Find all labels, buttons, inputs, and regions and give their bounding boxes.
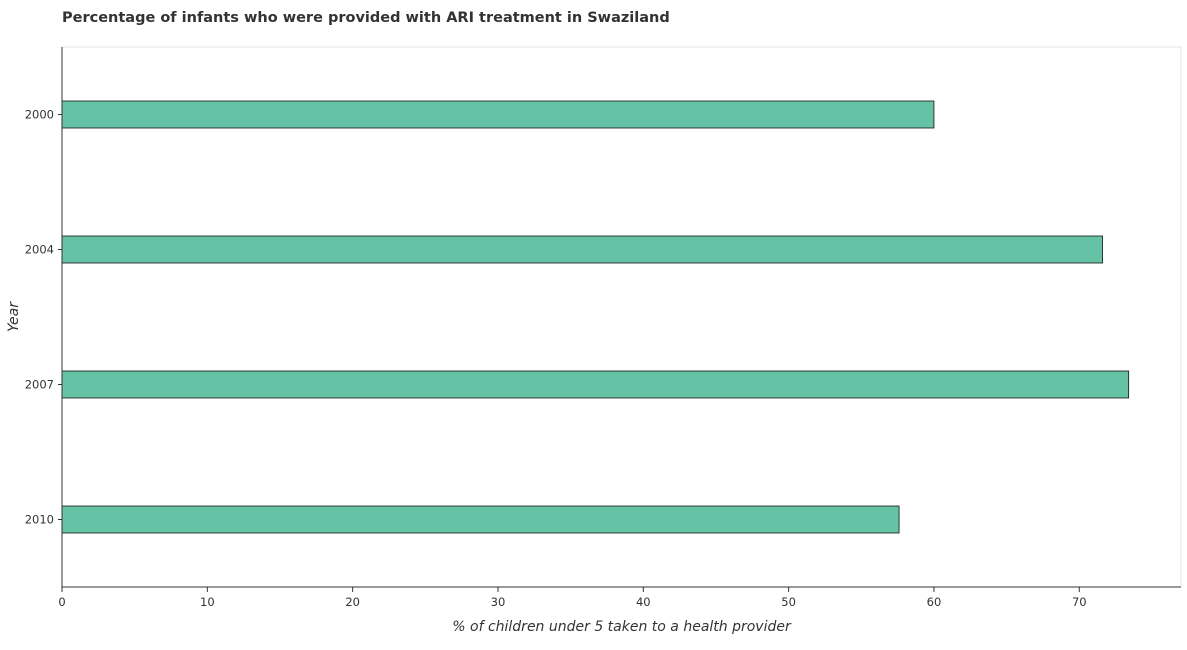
y-tick-label: 2000 <box>25 108 54 122</box>
x-tick-label: 60 <box>927 595 942 609</box>
axes-layer: 2000 2004 2007 2010 0 10 20 30 40 50 60 70 <box>25 46 1182 609</box>
x-tick-label: 0 <box>58 595 65 609</box>
x-tick-label: 10 <box>200 595 215 609</box>
x-axis-title: % of children under 5 taken to a health … <box>452 619 792 635</box>
bar-2000 <box>61 100 935 129</box>
x-tick-label: 30 <box>491 595 506 609</box>
y-tick-label: 2010 <box>25 513 54 527</box>
chart-title: Percentage of infants who were provided … <box>62 10 670 26</box>
y-tick-label: 2004 <box>25 243 54 257</box>
y-tick-label: 2007 <box>25 378 54 392</box>
bar-2004 <box>61 235 1103 264</box>
bars-layer <box>61 100 1130 534</box>
x-tick-label: 40 <box>636 595 651 609</box>
x-tick-label: 20 <box>345 595 360 609</box>
x-tick-label: 70 <box>1072 595 1087 609</box>
bar-2010 <box>61 505 900 534</box>
bar-2007 <box>61 370 1130 399</box>
y-axis-title: Year <box>6 301 22 332</box>
x-tick-label: 50 <box>781 595 796 609</box>
